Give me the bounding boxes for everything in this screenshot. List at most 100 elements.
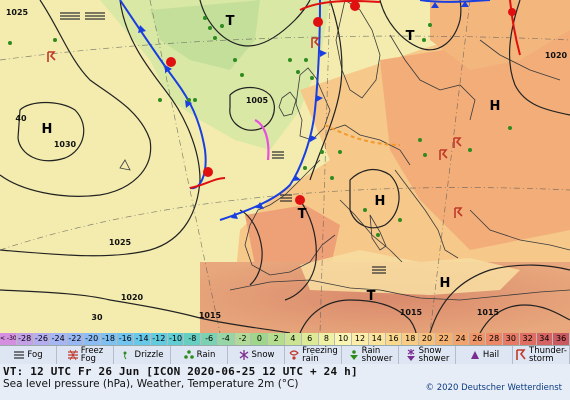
scale-cell: 10 (335, 333, 353, 345)
warm-fronts (166, 0, 521, 205)
legend-label: Drizzle (134, 350, 164, 360)
freezing-rain-icon (289, 350, 300, 360)
scale-cell: 4 (285, 333, 302, 345)
temperature-color-scale: < -30 -28 -26 -24 -22 -20 -18 -16 -14 -12 -10 -8 -6-… (0, 333, 570, 345)
legend-label: Fog (27, 350, 43, 360)
high-pressure-centre: H (375, 194, 386, 209)
freezing-fog-icon (67, 349, 78, 361)
legend-item: Snow shower (399, 346, 456, 364)
pressure-label: 30 (91, 313, 103, 322)
pressure-label: 1015 (477, 308, 500, 317)
scale-cell: 14 (368, 333, 386, 345)
scale-cell: -8 (184, 333, 202, 345)
scale-cell: 24 (452, 333, 470, 345)
chart-description: Sea level pressure (hPa), Weather, Tempe… (3, 378, 299, 390)
pressure-label: 1030 (54, 140, 77, 149)
pressure-centres: H T T H H T H T (42, 14, 501, 304)
hail-icon (470, 351, 479, 359)
scale-cell: -4 (217, 333, 235, 345)
scale-cell: -18 (100, 333, 118, 345)
scale-cell: < -30 (0, 333, 17, 345)
fog-icon (14, 351, 25, 359)
legend-item: Rain shower (342, 346, 399, 364)
scale-cell: -12 (150, 333, 168, 345)
legend-item: Rain (171, 346, 228, 364)
scale-cell: 16 (385, 333, 403, 345)
scale-cell: 36 (553, 333, 570, 345)
pressure-label: 1005 (246, 96, 269, 105)
temperature-field-russia (430, 0, 570, 70)
scale-cell: 6 (301, 333, 319, 345)
scale-cell: -10 (167, 333, 185, 345)
trough-line (324, 124, 401, 146)
scale-cell: 22 (435, 333, 453, 345)
scale-cell: 20 (419, 333, 436, 345)
info-panel: VT: 12 UTC Fr 26 Jun [ICON 2020-06-25 12… (0, 364, 570, 400)
rain-symbols (8, 16, 512, 237)
legend-item: Fog (0, 346, 57, 364)
scale-cell: 26 (469, 333, 487, 345)
scale-cell: 18 (402, 333, 420, 345)
isobars (0, 0, 570, 333)
scale-cell: -24 (50, 333, 68, 345)
weather-legend: Fog Freez Fog Drizzle Rain Snow Freezing rain… (0, 345, 570, 365)
temperature-field-cool-2 (150, 0, 260, 70)
pressure-label: 1020 (121, 293, 144, 302)
legend-label: Rain (196, 350, 216, 360)
graticule (0, 0, 570, 333)
cold-fronts (119, 0, 491, 221)
low-pressure-centre: T (298, 207, 307, 222)
rain-shower-icon (349, 350, 358, 360)
legend-label: Snow (251, 350, 275, 360)
scale-cell: -20 (83, 333, 101, 345)
scale-cell: -16 (117, 333, 135, 345)
legend-item: Drizzle (114, 346, 171, 364)
fog-symbols (60, 12, 386, 274)
scale-cell: -6 (201, 333, 218, 345)
scale-cell: -22 (67, 333, 84, 345)
snow-shower-icon (406, 349, 415, 361)
occluded-front (254, 119, 270, 161)
scale-cell: -28 (16, 333, 34, 345)
high-pressure-centre: H (490, 99, 501, 114)
scale-cell: -26 (33, 333, 51, 345)
pressure-label: 1025 (109, 238, 132, 247)
copyright: © 2020 Deutscher Wetterdienst (425, 383, 562, 393)
snow-icon (239, 350, 248, 360)
legend-label: Thunder- storm (529, 346, 567, 364)
temperature-field-sea-med (300, 250, 520, 295)
pressure-labels: 1025 1030 1025 1020 1015 1005 1015 1015 1020 40 30 (6, 8, 568, 322)
pressure-label: 1020 (545, 51, 568, 60)
legend-item: Freezing rain (285, 346, 342, 364)
pressure-label: 1025 (6, 8, 29, 17)
scale-cell: 28 (486, 333, 503, 345)
legend-label: Hail (482, 350, 500, 360)
temperature-field-hot-inland (380, 30, 570, 250)
legend-label: Freezing rain (302, 346, 338, 364)
legend-item: Thunder- storm (513, 346, 570, 364)
scale-cell: 32 (519, 333, 537, 345)
legend-item: Freez Fog (57, 346, 114, 364)
legend-item: Snow (228, 346, 285, 364)
scale-cell: 30 (502, 333, 520, 345)
low-pressure-centre: T (367, 289, 376, 304)
weather-map: 1025 1030 1025 1020 1015 1005 1015 1015 1020 40 30… (0, 0, 570, 333)
low-pressure-centre: T (226, 14, 235, 29)
scale-cell: -2 (234, 333, 252, 345)
pressure-label: 1015 (400, 308, 423, 317)
thunderstorm-symbols (47, 37, 463, 218)
scale-cell: 0 (251, 333, 269, 345)
valid-time: VT: 12 UTC Fr 26 Jun [ICON 2020-06-25 12… (3, 365, 358, 378)
scale-cell: 2 (268, 333, 286, 345)
legend-label: Freez Fog (80, 346, 104, 364)
scale-cell: -14 (134, 333, 151, 345)
drizzle-icon (123, 351, 127, 360)
thunderstorm-icon (516, 349, 526, 360)
pressure-label: 1015 (199, 311, 222, 320)
pressure-label: 40 (15, 114, 27, 123)
low-pressure-centre: T (406, 29, 415, 44)
scale-cell: 34 (536, 333, 554, 345)
rain-icon (183, 350, 194, 359)
legend-item: Hail (456, 346, 513, 364)
